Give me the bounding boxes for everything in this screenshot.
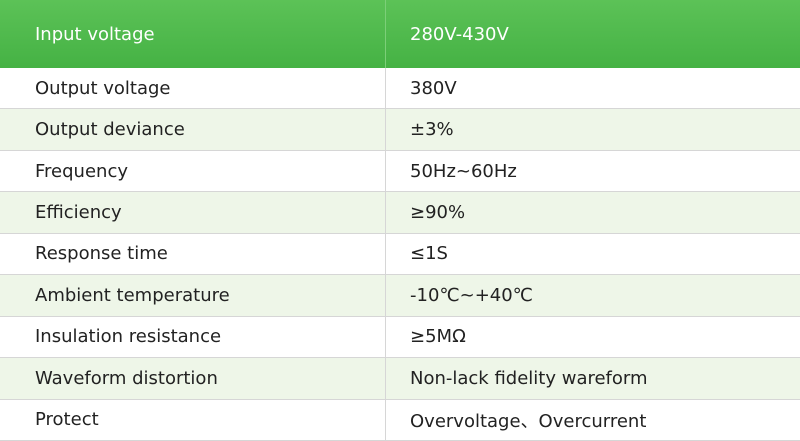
parameter-value: 50Hz~60Hz (410, 160, 517, 182)
table-row: Response time ≤1S (0, 233, 800, 276)
parameter-name: Waveform distortion (35, 367, 218, 389)
column-divider (385, 0, 386, 68)
column-divider (385, 68, 386, 109)
column-divider (385, 150, 386, 192)
column-divider (385, 358, 386, 399)
parameter-value: ≥90% (410, 202, 466, 224)
parameter-value: Non-lack fidelity wareform (410, 367, 648, 389)
table-row: Output voltage 380V (0, 68, 800, 110)
column-divider (385, 399, 386, 440)
parameter-value: Overvoltage、Overcurrent (410, 410, 647, 432)
table-row: Ambient temperature -10℃~+40℃ (0, 275, 800, 317)
parameter-value: ≥5MΩ (410, 326, 466, 348)
column-divider (385, 233, 386, 275)
parameter-name: Output voltage (35, 77, 171, 99)
parameter-value: 380V (410, 77, 457, 99)
table-row: Protect Overvoltage、Overcurrent (0, 399, 800, 441)
parameter-name: Response time (35, 243, 168, 265)
column-divider (385, 109, 386, 150)
parameter-value: ≤1S (410, 243, 448, 265)
table-row: Frequency 50Hz~60Hz (0, 150, 800, 193)
parameter-value: 280V-430V (410, 23, 509, 45)
parameter-name: Input voltage (35, 23, 155, 45)
column-divider (385, 275, 386, 316)
header-row: Input voltage 280V-430V (0, 0, 800, 68)
parameter-value: ±3% (410, 119, 454, 141)
parameter-name: Protect (35, 409, 99, 431)
parameter-name: Insulation resistance (35, 326, 222, 348)
parameter-value: -10℃~+40℃ (410, 284, 533, 306)
table-row: Output deviance ±3% (0, 109, 800, 151)
parameter-name: Efficiency (35, 202, 122, 224)
parameter-name: Output deviance (35, 119, 185, 141)
table-row: Insulation resistance ≥5MΩ (0, 316, 800, 359)
column-divider (385, 316, 386, 358)
parameter-name: Ambient temperature (35, 284, 230, 306)
parameter-name: Frequency (35, 160, 128, 182)
column-divider (385, 192, 386, 233)
table-row: Waveform distortion Non-lack fidelity war… (0, 358, 800, 400)
table-row: Efficiency ≥90% (0, 192, 800, 234)
